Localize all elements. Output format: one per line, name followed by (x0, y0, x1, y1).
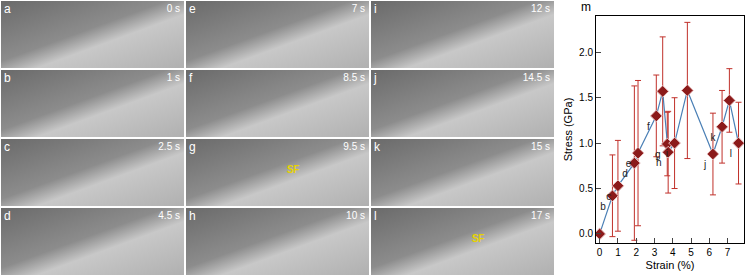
html-text:1 s: 1 s (166, 72, 180, 83)
html-text:SF: SF (471, 233, 485, 245)
html-text:15 s: 15 s (531, 141, 550, 152)
svg-text:1.0: 1.0 (579, 138, 593, 149)
html-text:14.5 s: 14.5 s (522, 72, 550, 83)
svg-text:0: 0 (597, 247, 603, 258)
html-text:12 s: 12 s (531, 3, 550, 14)
html-text:l: l (374, 209, 377, 223)
svg-text:3: 3 (652, 247, 658, 258)
html-text:b: b (4, 71, 11, 85)
svg-text:c: c (606, 191, 611, 202)
html-text:f: f (189, 71, 193, 85)
svg-text:l: l (730, 148, 732, 159)
svg-text:m: m (581, 0, 591, 14)
svg-text:e: e (626, 158, 632, 169)
html-text:k: k (374, 140, 380, 154)
svg-text:2.0: 2.0 (579, 47, 593, 58)
html-text:g: g (189, 140, 196, 154)
html-text:0 s: 0 s (166, 3, 180, 14)
svg-text:g: g (655, 149, 661, 160)
html-text:j: j (374, 71, 377, 85)
svg-text:2: 2 (633, 247, 639, 258)
svg-text:7: 7 (725, 247, 731, 258)
svg-text:Stress (GPa): Stress (GPa) (562, 98, 574, 162)
svg-text:Strain (%): Strain (%) (646, 259, 695, 271)
svg-text:0.0: 0.0 (579, 228, 593, 239)
html-text:7 s: 7 s (351, 3, 365, 14)
html-text:h: h (189, 209, 196, 223)
svg-text:1: 1 (615, 247, 621, 258)
svg-text:5: 5 (688, 247, 694, 258)
html-text:8.5 s: 8.5 s (343, 72, 365, 83)
svg-text:i: i (666, 148, 668, 159)
svg-text:f: f (647, 121, 650, 132)
svg-text:4: 4 (670, 247, 676, 258)
html-text:4.5 s: 4.5 s (158, 210, 180, 221)
svg-text:1.5: 1.5 (579, 92, 593, 103)
html-text:c: c (4, 140, 10, 154)
svg-text:6: 6 (706, 247, 712, 258)
html-text:10 s: 10 s (346, 210, 365, 221)
html-text:d: d (4, 209, 11, 223)
svg-text:0.5: 0.5 (579, 183, 593, 194)
html-text:9.5 s: 9.5 s (343, 141, 365, 152)
html-text:a: a (4, 2, 11, 16)
html-text:e: e (189, 2, 196, 16)
html-text:17 s: 17 s (531, 210, 550, 221)
svg-text:d: d (622, 168, 628, 179)
svg-text:b: b (600, 201, 606, 212)
html-text:i: i (374, 2, 377, 16)
svg-text:j: j (703, 159, 706, 170)
svg-text:k: k (710, 132, 716, 143)
html-text:2.5 s: 2.5 s (158, 141, 180, 152)
html-text:SF: SF (286, 164, 300, 176)
svg-text:h: h (656, 157, 662, 168)
